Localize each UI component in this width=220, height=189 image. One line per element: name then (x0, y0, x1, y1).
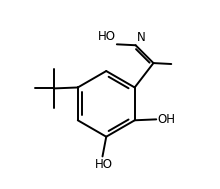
Text: HO: HO (95, 158, 113, 171)
Text: OH: OH (158, 113, 176, 126)
Text: HO: HO (98, 30, 116, 43)
Text: N: N (137, 31, 145, 44)
